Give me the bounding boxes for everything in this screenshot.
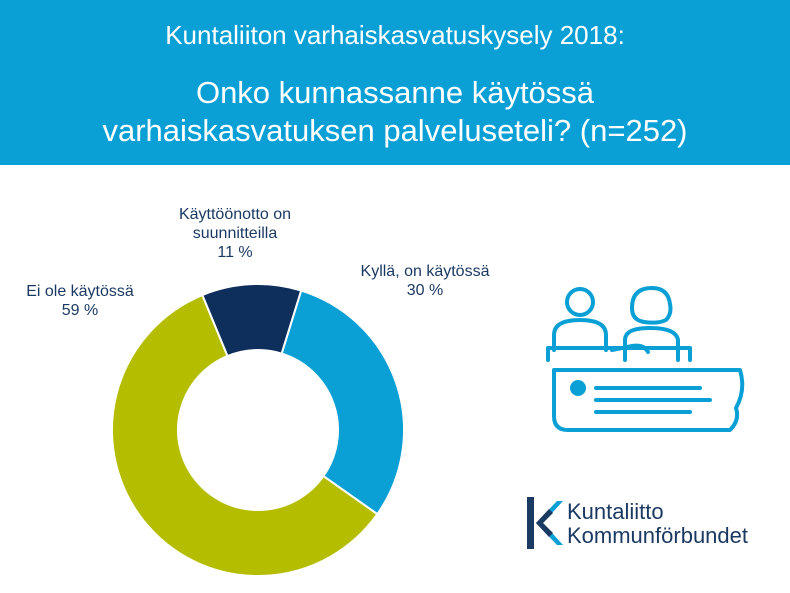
label-no-value: 59 % bbox=[61, 302, 99, 319]
person-right-head-icon bbox=[630, 286, 673, 325]
desk-icon bbox=[546, 346, 692, 362]
slice-yes bbox=[280, 289, 405, 516]
label-planned-line1: Käyttöönotto on bbox=[178, 206, 292, 223]
label-yes-line1: Kyllä, on käytössä bbox=[360, 263, 490, 280]
person-right-body-icon bbox=[623, 326, 680, 362]
label-planned: Käyttöönotto on suunnitteilla 11 % bbox=[150, 205, 320, 262]
person-left-head-icon bbox=[565, 287, 595, 317]
kuntaliitto-logo-mark-icon bbox=[527, 497, 563, 549]
donut-chart bbox=[111, 283, 405, 577]
question-line-1: Onko kunnassanne käytössä bbox=[195, 75, 595, 110]
header-banner: Kuntaliiton varhaiskasvatuskysely 2018: … bbox=[0, 0, 790, 165]
question-line-2: varhaiskasvatuksen palveluseteli? (n=252… bbox=[102, 113, 688, 148]
label-planned-value: 11 % bbox=[217, 244, 253, 261]
voucher-card-icon bbox=[552, 368, 745, 432]
service-voucher-illustration bbox=[546, 286, 745, 432]
survey-title: Kuntaliiton varhaiskasvatuskysely 2018: bbox=[165, 20, 625, 50]
label-no: Ei ole käytössä 59 % bbox=[5, 282, 155, 320]
logo-line-2: Kommunförbundet bbox=[567, 523, 748, 548]
label-yes: Kyllä, on käytössä 30 % bbox=[335, 262, 515, 300]
slice-planned bbox=[201, 283, 303, 358]
kuntaliitto-logo: Kuntaliitto Kommunförbundet bbox=[527, 497, 748, 554]
label-no-line1: Ei ole käytössä bbox=[26, 283, 134, 300]
slice-no bbox=[111, 293, 379, 577]
label-yes-value: 30 % bbox=[406, 282, 444, 299]
voucher-dot-icon bbox=[570, 380, 586, 396]
question-title: Onko kunnassanne käytössä varhaiskasvatu… bbox=[0, 74, 790, 150]
person-left-body-icon bbox=[552, 318, 608, 352]
label-planned-line2: suunnitteilla bbox=[192, 225, 278, 242]
logo-line-1: Kuntaliitto bbox=[567, 499, 664, 524]
